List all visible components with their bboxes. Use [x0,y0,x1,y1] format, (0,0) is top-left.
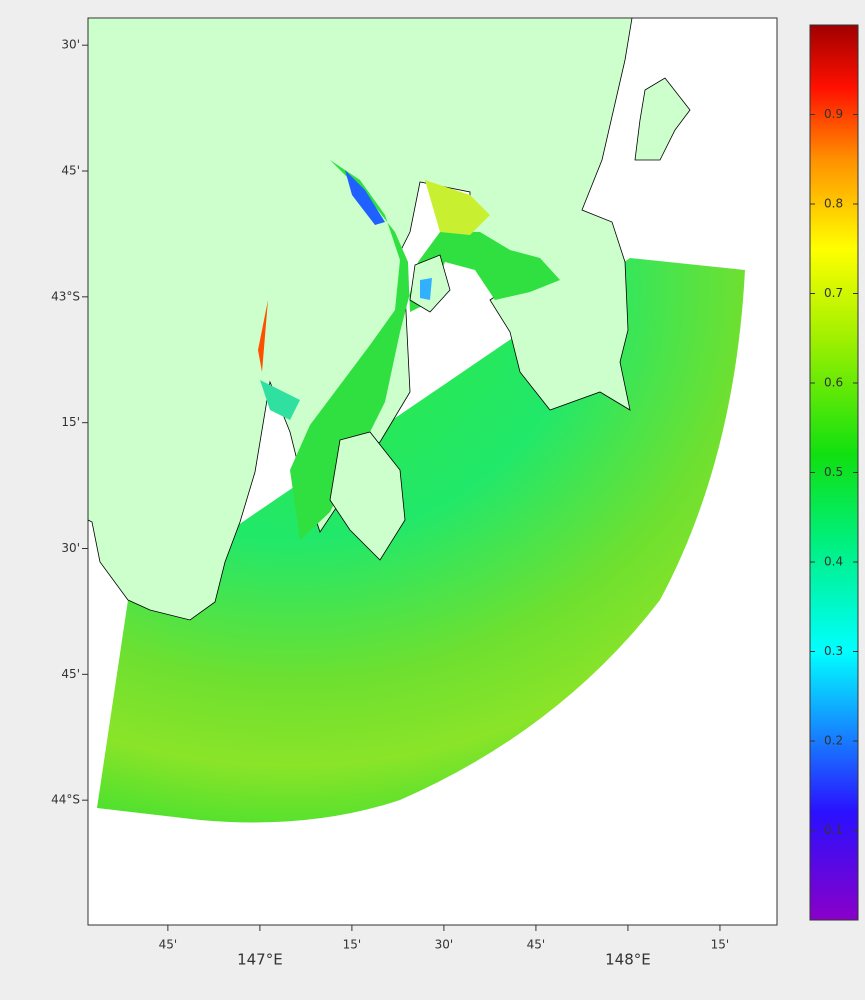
x-tick-label: 45' [527,938,546,952]
y-tick-label: 15' [61,415,80,429]
inlet [260,380,300,420]
y-tick-label: 44°S [51,793,80,807]
x-tick-label: 15' [711,938,730,952]
colorbar-tick-label: 0.7 [824,286,843,300]
island [329,431,406,561]
colorbar-tick-label: 0.3 [824,644,843,658]
x-tick-label: 45' [159,938,178,952]
y-tick-label: 30' [61,38,80,52]
colorbar-tick-label: 0.4 [824,555,843,569]
x-tick-label: 30' [435,938,454,952]
x-tick-label: 147°E [237,951,283,969]
x-tick-label: 15' [343,938,362,952]
y-tick-label: 45' [61,667,80,681]
colorbar-tick-label: 0.6 [824,376,843,390]
x-tick-label: 148°E [605,951,651,969]
map-layer [88,18,745,823]
colorbar-tick-label: 0.8 [824,197,843,211]
island [634,77,691,161]
colorbar [809,24,859,921]
colorbar-tick-label: 0.5 [824,465,843,479]
model-grid [97,258,745,823]
inlet [258,300,268,372]
colorbar-tick-label: 0.9 [824,107,843,121]
inlet [345,170,385,225]
colorbar-tick-label: 0.1 [824,823,843,837]
colorbar-tick-label: 0.2 [824,734,843,748]
y-tick-label: 45' [61,164,80,178]
y-tick-label: 30' [61,541,80,555]
inlet [425,180,490,235]
y-tick-label: 43°S [51,289,80,303]
inlet [420,278,432,300]
